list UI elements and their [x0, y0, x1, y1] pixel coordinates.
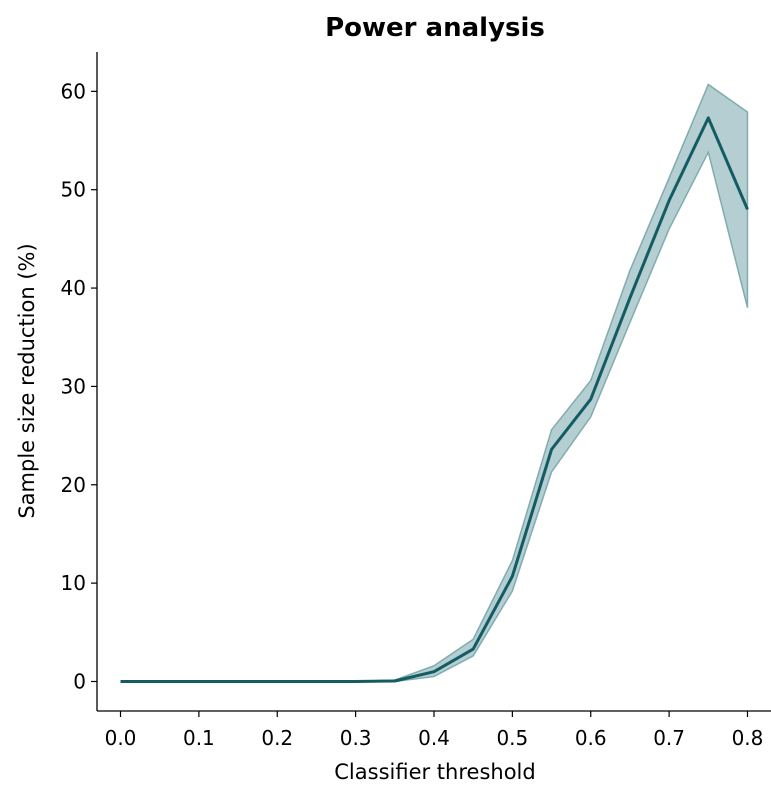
x-tick-label: 0.6	[575, 726, 607, 750]
x-tick-label: 0.2	[261, 726, 293, 750]
chart-title: Power analysis	[325, 13, 545, 43]
y-tick-label: 20	[61, 473, 86, 497]
confidence-band	[120, 83, 749, 683]
x-tick-label: 0.1	[183, 726, 215, 750]
plot-area: 0.0 0.1 0.2 0.3 0.4 0.5 0.6 0.7 0.8 0 10 20 30 40 50 60	[61, 52, 771, 750]
x-tick-label: 0.8	[732, 726, 764, 750]
x-tick-label: 0.0	[105, 726, 137, 750]
x-tick-label: 0.3	[340, 726, 372, 750]
y-tick-label: 10	[61, 571, 86, 595]
y-tick-label: 30	[61, 374, 86, 398]
y-tick-label: 0	[73, 669, 86, 693]
y-tick-label: 40	[61, 276, 86, 300]
x-tick-label: 0.7	[653, 726, 685, 750]
mean-line	[120, 116, 749, 683]
y-axis-label: Sample size reduction (%)	[15, 243, 39, 518]
y-tick-label: 50	[61, 178, 86, 202]
x-axis-label: Classifier threshold	[334, 760, 535, 783]
x-tick-label: 0.5	[496, 726, 528, 750]
x-tick-label: 0.4	[418, 726, 450, 750]
y-tick-label: 60	[61, 79, 86, 103]
